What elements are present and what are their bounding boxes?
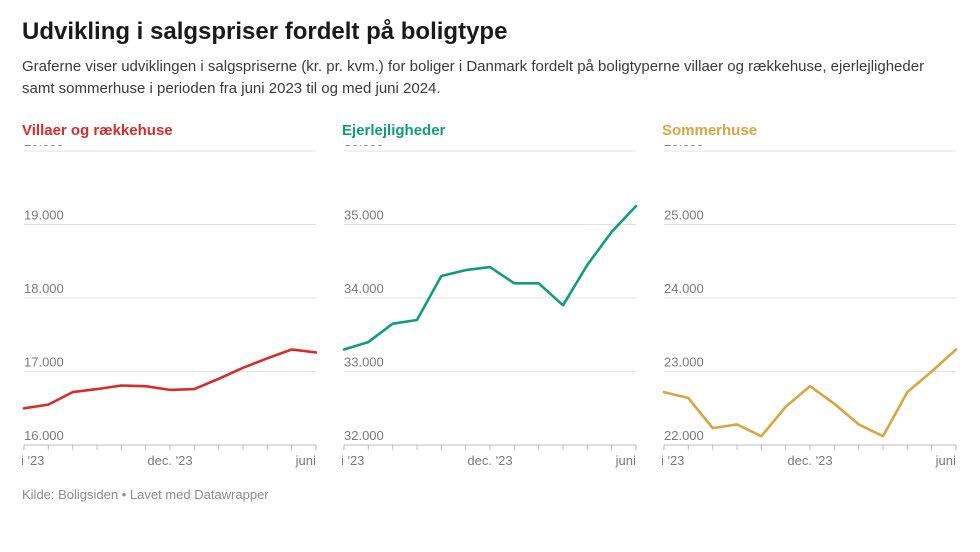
svg-text:juni '23: juni '23: [22, 453, 44, 468]
svg-text:22.000: 22.000: [664, 428, 704, 443]
svg-text:24.000: 24.000: [664, 281, 704, 296]
svg-text:35.000: 35.000: [344, 207, 384, 222]
svg-text:19.000: 19.000: [24, 207, 64, 222]
panel-title-sommerhuse: Sommerhuse: [662, 122, 958, 139]
chart-subtitle: Graferne viser udviklingen i salgspriser…: [22, 56, 942, 100]
chart-ejerlejligheder: 32.000 33.000 34.000 35.000 36.000 juni '23 de…: [342, 145, 638, 475]
panel-villaer: Villaer og rækkehuse 16.00017.00018.0001…: [22, 122, 318, 475]
series-line-sommerhuse: [664, 349, 956, 436]
svg-text:25.000: 25.000: [664, 207, 704, 222]
svg-text:33.000: 33.000: [344, 354, 384, 369]
series-line-villaer: [24, 349, 316, 408]
chart-villaer: 16.000 17.000 18.000 19.000 20.000 juni '23 de…: [22, 145, 318, 475]
svg-text:dec. '23: dec. '23: [467, 453, 512, 468]
chart-title: Udvikling i salgspriser fordelt på bolig…: [22, 18, 958, 46]
svg-text:juni '23: juni '23: [662, 453, 684, 468]
series-line-ejerlejligheder: [344, 206, 636, 349]
chart-sommerhuse: 22.000 23.000 24.000 25.000 26.000 juni '23 de…: [662, 145, 958, 475]
svg-text:dec. '23: dec. '23: [787, 453, 832, 468]
panel-title-villaer: Villaer og rækkehuse: [22, 122, 318, 139]
svg-text:23.000: 23.000: [664, 354, 704, 369]
panel-ejerlejligheder: Ejerlejligheder 32.000 33.000 34.000 35.000…: [342, 122, 638, 475]
chart-panels: Villaer og rækkehuse 16.00017.00018.0001…: [22, 122, 958, 475]
svg-text:juni '24: juni '24: [935, 453, 958, 468]
svg-text:juni '24: juni '24: [615, 453, 638, 468]
svg-text:juni '24: juni '24: [295, 453, 318, 468]
panel-sommerhuse: Sommerhuse 22.000 23.000 24.000 25.000 26.00…: [662, 122, 958, 475]
svg-text:dec. '23: dec. '23: [147, 453, 192, 468]
svg-text:36.000: 36.000: [344, 145, 384, 149]
svg-text:juni '23: juni '23: [342, 453, 364, 468]
svg-text:17.000: 17.000: [24, 354, 64, 369]
svg-text:20.000: 20.000: [24, 145, 64, 149]
chart-footer: Kilde: Boligsiden • Lavet med Datawrappe…: [22, 487, 958, 502]
svg-text:26.000: 26.000: [664, 145, 704, 149]
svg-text:34.000: 34.000: [344, 281, 384, 296]
svg-text:18.000: 18.000: [24, 281, 64, 296]
svg-text:32.000: 32.000: [344, 428, 384, 443]
panel-title-ejerlejligheder: Ejerlejligheder: [342, 122, 638, 139]
svg-text:16.000: 16.000: [24, 428, 64, 443]
